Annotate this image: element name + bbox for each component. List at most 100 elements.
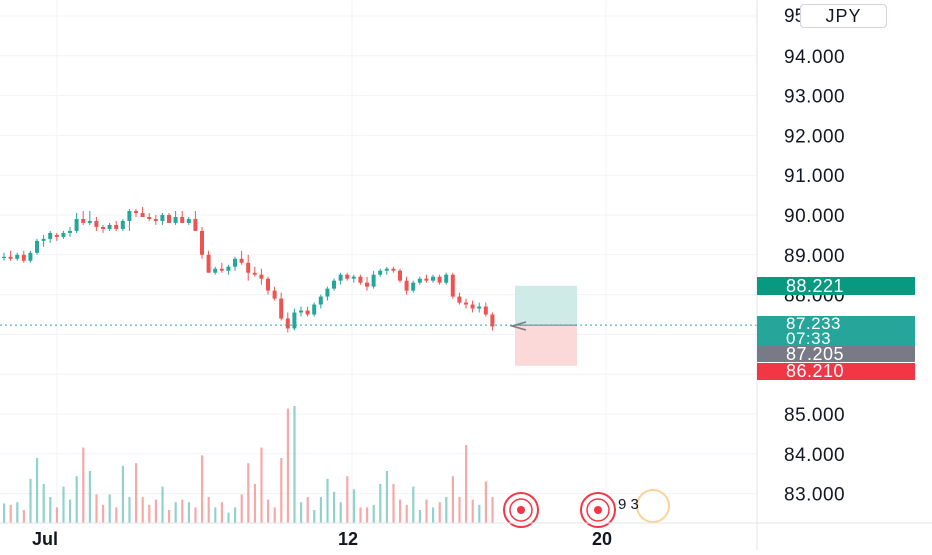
candle-body bbox=[404, 280, 409, 291]
time-axis-label: 12 bbox=[338, 529, 358, 549]
volume-bar bbox=[445, 497, 448, 523]
candle-body bbox=[325, 288, 330, 297]
candle-body bbox=[160, 215, 165, 221]
candle-body bbox=[233, 258, 237, 267]
candle-body bbox=[193, 218, 198, 231]
volume-bar bbox=[451, 476, 454, 523]
time-axis-label: 20 bbox=[592, 529, 612, 549]
candle-body bbox=[464, 302, 468, 305]
candle-body bbox=[279, 298, 284, 319]
candle-body bbox=[358, 276, 363, 283]
price-axis-label: 91.000 bbox=[784, 166, 845, 187]
candle-body bbox=[312, 304, 317, 315]
candle-body bbox=[305, 310, 310, 315]
chart-grid bbox=[0, 0, 757, 523]
candle-body bbox=[477, 306, 482, 309]
candle-body bbox=[371, 274, 376, 287]
volume-bar bbox=[95, 494, 98, 523]
volume-bar bbox=[247, 463, 250, 523]
volume-bar bbox=[333, 491, 336, 523]
candle-body bbox=[318, 296, 323, 305]
candle-body bbox=[490, 314, 495, 327]
volume-bar bbox=[392, 484, 395, 523]
candle-body bbox=[285, 318, 290, 329]
currency-button[interactable]: JPY bbox=[800, 4, 887, 28]
candle-body bbox=[351, 276, 356, 279]
event-count-label: 9 3 bbox=[618, 496, 639, 513]
volume-bar bbox=[273, 507, 276, 523]
take-profit-zone bbox=[515, 285, 577, 326]
candle-body bbox=[114, 224, 119, 229]
candle-body bbox=[246, 262, 251, 273]
volume-bar bbox=[69, 499, 72, 523]
volume-bar bbox=[161, 486, 164, 523]
last-price-value: 87.233 bbox=[786, 314, 841, 333]
candle-body bbox=[299, 310, 303, 313]
price-axis-label: 89.000 bbox=[784, 246, 845, 267]
position-zones bbox=[515, 285, 577, 366]
volume-bar bbox=[438, 502, 441, 523]
volume-bar bbox=[306, 497, 309, 523]
volume-bar bbox=[3, 503, 6, 523]
volume-bar bbox=[352, 489, 355, 523]
candle-body bbox=[61, 232, 66, 237]
last-price-tag: 87.233 07:33 bbox=[757, 314, 915, 348]
volume-bar bbox=[154, 499, 157, 523]
volume-bar bbox=[293, 406, 296, 523]
volume-bar bbox=[62, 486, 65, 523]
volume-bar bbox=[412, 486, 415, 523]
bid-price-tag: 87.205 bbox=[757, 345, 915, 363]
volume-bars bbox=[3, 406, 494, 523]
candle-body bbox=[259, 274, 264, 279]
candle-body bbox=[365, 282, 369, 287]
candle-body bbox=[167, 215, 171, 223]
volume-bar bbox=[267, 499, 270, 523]
candle-body bbox=[391, 268, 396, 271]
volume-bar bbox=[49, 497, 52, 523]
candle-body bbox=[424, 278, 429, 281]
volume-bar bbox=[115, 507, 118, 523]
volume-bar bbox=[240, 494, 243, 523]
volume-bar bbox=[181, 499, 184, 523]
volume-bar bbox=[346, 476, 349, 523]
volume-bar bbox=[425, 499, 428, 523]
candle-body bbox=[74, 218, 79, 231]
bar-countdown: 07:33 bbox=[786, 329, 832, 348]
price-axis-label: 83.000 bbox=[784, 485, 845, 506]
candle-body bbox=[345, 274, 350, 279]
candle-body bbox=[41, 238, 46, 241]
price-axis-label: 94.000 bbox=[784, 47, 845, 68]
price-axis-label: 93.000 bbox=[784, 87, 845, 108]
candle-body bbox=[180, 216, 185, 223]
candle-body bbox=[384, 268, 389, 271]
price-axis-label: 85.000 bbox=[784, 405, 845, 426]
take-profit-price-tag[interactable]: 88.221 bbox=[757, 277, 915, 295]
volume-bar bbox=[22, 510, 25, 523]
volume-bar bbox=[491, 497, 494, 523]
volume-bar bbox=[207, 497, 210, 523]
volume-bar bbox=[385, 471, 388, 523]
candle-body bbox=[28, 252, 33, 261]
economic-event-icon-ring bbox=[503, 492, 539, 528]
volume-bar bbox=[88, 471, 91, 523]
volume-bar bbox=[313, 510, 316, 523]
candle-body bbox=[457, 296, 462, 303]
volume-bar bbox=[214, 507, 217, 523]
volume-bar bbox=[121, 465, 124, 523]
candle-body bbox=[120, 220, 125, 229]
volume-bar bbox=[148, 504, 151, 523]
volume-bar bbox=[75, 476, 78, 523]
volume-bar bbox=[465, 445, 468, 523]
volume-bar bbox=[82, 447, 85, 523]
volume-bar bbox=[366, 507, 369, 523]
volume-bar bbox=[253, 484, 256, 523]
candles bbox=[2, 207, 495, 333]
candle-body bbox=[147, 216, 152, 219]
volume-bar bbox=[326, 478, 329, 523]
candle-body bbox=[338, 274, 343, 281]
stop-loss-price-tag[interactable]: 86.210 bbox=[757, 362, 915, 380]
volume-bar bbox=[300, 502, 303, 523]
